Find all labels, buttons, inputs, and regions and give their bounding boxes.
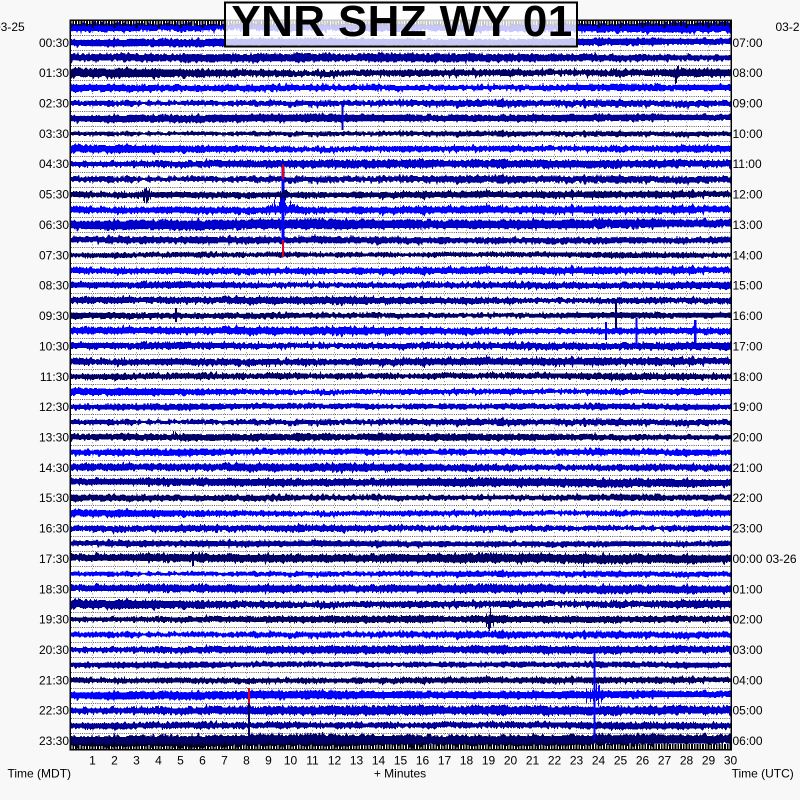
svg-text:15: 15 bbox=[394, 753, 408, 767]
svg-text:4: 4 bbox=[155, 753, 162, 767]
svg-text:08:30: 08:30 bbox=[39, 279, 69, 293]
svg-text:+ Minutes: + Minutes bbox=[374, 766, 426, 780]
svg-text:22:00: 22:00 bbox=[733, 491, 763, 505]
svg-text:19:30: 19:30 bbox=[39, 613, 69, 627]
svg-text:10:00: 10:00 bbox=[733, 127, 763, 141]
svg-text:9: 9 bbox=[265, 753, 272, 767]
svg-text:20:30: 20:30 bbox=[39, 643, 69, 657]
svg-text:14:00: 14:00 bbox=[733, 248, 763, 262]
svg-text:01:00: 01:00 bbox=[733, 582, 763, 596]
svg-text:09:00: 09:00 bbox=[733, 97, 763, 111]
svg-text:21:30: 21:30 bbox=[39, 673, 69, 687]
svg-text:13: 13 bbox=[350, 753, 364, 767]
svg-text:06:30: 06:30 bbox=[39, 218, 69, 232]
svg-text:21:00: 21:00 bbox=[733, 461, 763, 475]
svg-text:04:00: 04:00 bbox=[733, 673, 763, 687]
svg-text:08:00: 08:00 bbox=[733, 66, 763, 80]
svg-text:07:00: 07:00 bbox=[733, 36, 763, 50]
svg-text:6: 6 bbox=[199, 753, 206, 767]
svg-text:13:00: 13:00 bbox=[733, 218, 763, 232]
svg-text:05:00: 05:00 bbox=[733, 704, 763, 718]
svg-text:23:00: 23:00 bbox=[733, 522, 763, 536]
svg-text:09:30: 09:30 bbox=[39, 309, 69, 323]
svg-text:YNR SHZ WY 01: YNR SHZ WY 01 bbox=[231, 0, 572, 46]
svg-text:17:30: 17:30 bbox=[39, 552, 69, 566]
svg-text:3: 3 bbox=[133, 753, 140, 767]
svg-text:19: 19 bbox=[482, 753, 496, 767]
svg-text:02:30: 02:30 bbox=[39, 97, 69, 111]
svg-text:07:30: 07:30 bbox=[39, 248, 69, 262]
svg-text:12:00: 12:00 bbox=[733, 188, 763, 202]
svg-text:2: 2 bbox=[111, 753, 118, 767]
svg-text:28: 28 bbox=[680, 753, 694, 767]
svg-text:16:30: 16:30 bbox=[39, 522, 69, 536]
svg-text:21: 21 bbox=[526, 753, 540, 767]
svg-text:1: 1 bbox=[89, 753, 96, 767]
svg-text:26: 26 bbox=[636, 753, 650, 767]
svg-text:10:30: 10:30 bbox=[39, 339, 69, 353]
svg-text:00:30: 00:30 bbox=[39, 36, 69, 50]
svg-text:11:30: 11:30 bbox=[40, 370, 69, 384]
svg-text:19:00: 19:00 bbox=[733, 400, 763, 414]
svg-text:15:30: 15:30 bbox=[39, 491, 69, 505]
svg-text:11: 11 bbox=[306, 753, 319, 767]
svg-text:16: 16 bbox=[416, 753, 430, 767]
svg-text:14: 14 bbox=[372, 753, 386, 767]
svg-text:22: 22 bbox=[548, 753, 562, 767]
svg-text:03-26: 03-26 bbox=[776, 20, 800, 34]
svg-text:27: 27 bbox=[658, 753, 672, 767]
svg-text:18:30: 18:30 bbox=[39, 582, 69, 596]
svg-text:18: 18 bbox=[460, 753, 474, 767]
svg-text:22:30: 22:30 bbox=[39, 704, 69, 718]
svg-text:02:00: 02:00 bbox=[733, 613, 763, 627]
svg-text:16:00: 16:00 bbox=[733, 309, 763, 323]
svg-text:06:00: 06:00 bbox=[733, 734, 763, 748]
svg-text:24: 24 bbox=[592, 753, 606, 767]
svg-text:7: 7 bbox=[221, 753, 228, 767]
svg-text:30: 30 bbox=[724, 753, 738, 767]
svg-text:23:30: 23:30 bbox=[39, 734, 69, 748]
svg-text:00:00 03-26: 00:00 03-26 bbox=[733, 552, 797, 566]
svg-text:20: 20 bbox=[504, 753, 518, 767]
svg-text:10: 10 bbox=[284, 753, 298, 767]
svg-text:12: 12 bbox=[328, 753, 342, 767]
svg-text:01:30: 01:30 bbox=[39, 66, 69, 80]
svg-text:17: 17 bbox=[438, 753, 452, 767]
svg-text:05:30: 05:30 bbox=[39, 188, 69, 202]
svg-text:18:00: 18:00 bbox=[733, 370, 763, 384]
svg-text:03-25: 03-25 bbox=[0, 20, 25, 34]
svg-text:04:30: 04:30 bbox=[39, 157, 69, 171]
svg-text:15:00: 15:00 bbox=[733, 279, 763, 293]
svg-text:03:00: 03:00 bbox=[733, 643, 763, 657]
svg-text:20:00: 20:00 bbox=[733, 430, 763, 444]
svg-text:5: 5 bbox=[177, 753, 184, 767]
svg-text:8: 8 bbox=[243, 753, 250, 767]
svg-text:25: 25 bbox=[614, 753, 628, 767]
svg-text:11:00: 11:00 bbox=[733, 157, 762, 171]
svg-text:17:00: 17:00 bbox=[733, 339, 763, 353]
svg-text:12:30: 12:30 bbox=[39, 400, 69, 414]
svg-text:29: 29 bbox=[702, 753, 716, 767]
svg-text:Time (MDT): Time (MDT) bbox=[8, 766, 72, 780]
svg-text:03:30: 03:30 bbox=[39, 127, 69, 141]
svg-text:Time (UTC): Time (UTC) bbox=[732, 766, 794, 780]
svg-text:23: 23 bbox=[570, 753, 584, 767]
svg-text:14:30: 14:30 bbox=[39, 461, 69, 475]
svg-text:13:30: 13:30 bbox=[39, 430, 69, 444]
